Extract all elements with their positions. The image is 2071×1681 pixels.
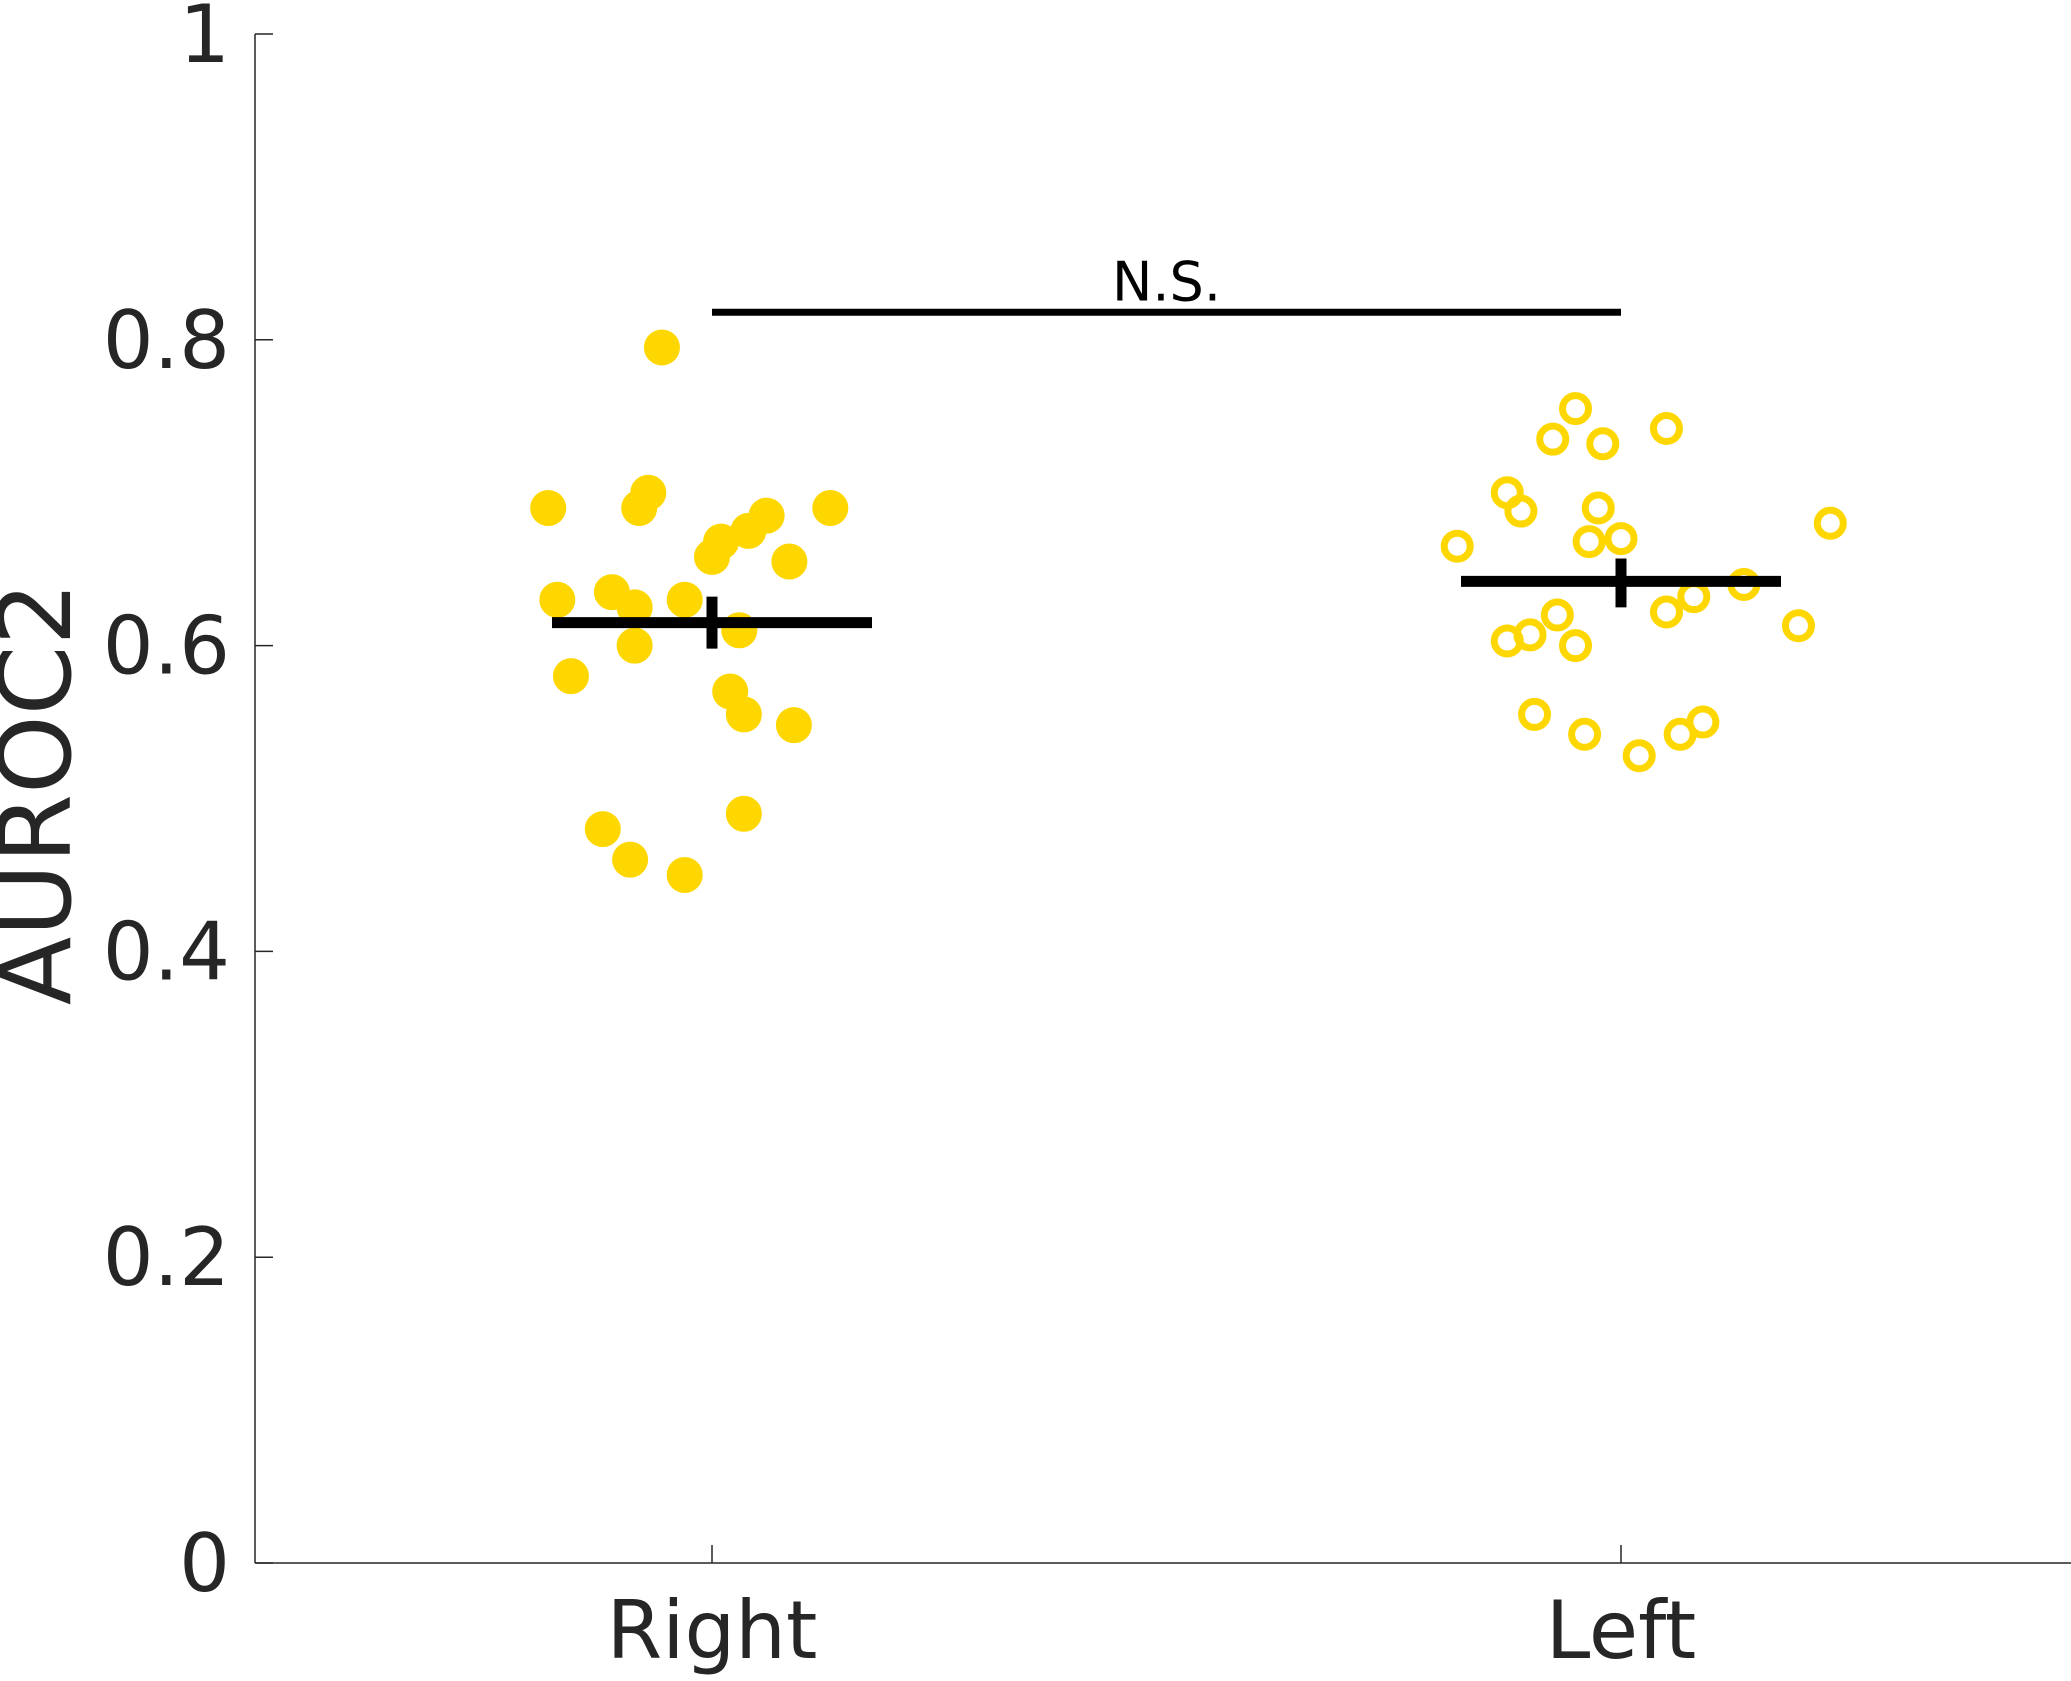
data-point-left: [1604, 522, 1638, 556]
data-point-right: [666, 856, 703, 893]
data-point-right: [539, 581, 576, 618]
data-point-left: [1559, 392, 1592, 426]
data-point-left: [1440, 529, 1474, 563]
significance-label: N.S.: [1112, 250, 1221, 313]
y-tick-label: 1: [179, 0, 230, 81]
data-point-left: [1568, 717, 1602, 751]
data-point-left: [1540, 598, 1574, 632]
y-tick-label: 0.8: [103, 294, 230, 387]
data-point-right: [643, 329, 680, 366]
data-point-right: [666, 581, 703, 618]
data-point-right: [748, 497, 785, 534]
data-point-right: [812, 489, 849, 526]
data-point-right: [584, 811, 621, 848]
data-point-left: [1650, 411, 1683, 445]
data-point-right: [616, 627, 653, 664]
y-tick-label: 0.2: [103, 1211, 230, 1304]
data-point-left: [1559, 629, 1592, 663]
x-tick-label: Right: [607, 1584, 818, 1677]
data-point-left: [1518, 697, 1552, 731]
data-point-left: [1677, 580, 1711, 614]
data-point-right: [630, 474, 667, 511]
data-point-left: [1686, 705, 1720, 739]
data-point-right: [725, 795, 762, 832]
data-point-left: [1781, 609, 1815, 643]
x-tick-label: Left: [1546, 1584, 1697, 1677]
data-point-left: [1813, 506, 1847, 540]
data-point-left: [1572, 525, 1606, 559]
data-point-left: [1536, 422, 1570, 456]
y-tick-label: 0.6: [103, 600, 230, 693]
data-points: [530, 329, 1847, 893]
y-tick-label: 0.4: [103, 905, 230, 998]
data-point-left: [1622, 739, 1656, 773]
data-point-left: [1586, 427, 1620, 461]
data-point-right: [530, 489, 567, 526]
data-point-left: [1581, 491, 1615, 525]
data-point-right: [775, 707, 812, 744]
data-point-right: [552, 658, 589, 695]
data-point-right: [612, 841, 649, 878]
data-point-right: [771, 543, 808, 580]
y-tick-label: 0: [179, 1517, 230, 1610]
data-point-left: [1513, 618, 1547, 652]
summary-marks: [552, 558, 1781, 649]
data-point-left: [1650, 595, 1683, 629]
data-point-left: [1504, 494, 1538, 528]
data-point-right: [725, 696, 762, 733]
y-axis-title: AUROC2: [0, 582, 94, 1005]
significance-annotations: N.S.: [712, 250, 1621, 316]
